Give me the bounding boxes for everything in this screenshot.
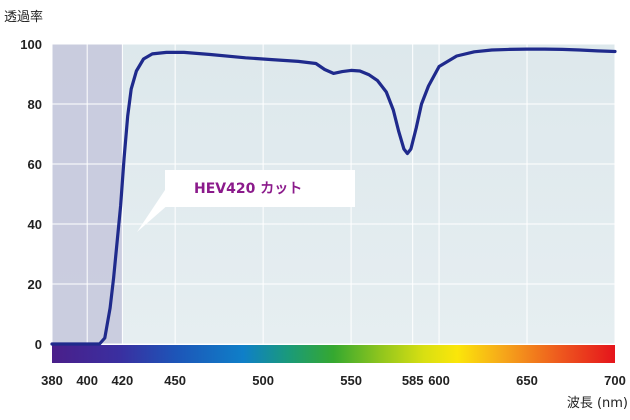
- x-tick-label: 650: [516, 373, 538, 388]
- y-tick-labels: 0 20 40 60 80 100: [20, 37, 42, 352]
- y-tick-label: 20: [28, 277, 42, 292]
- x-axis-label: 波長 (nm): [567, 396, 628, 411]
- x-tick-label: 550: [340, 373, 362, 388]
- x-tick-labels: 380 400 420 450 500 550 585 600 650 700: [41, 373, 626, 388]
- y-tick-label: 60: [28, 157, 42, 172]
- callout: HEV420 カット: [137, 170, 355, 232]
- y-tick-label: 40: [28, 217, 42, 232]
- x-tick-label: 420: [112, 373, 134, 388]
- spectrum-bar: [52, 345, 615, 363]
- y-tick-label: 80: [28, 97, 42, 112]
- callout-box: [165, 170, 355, 207]
- x-tick-label: 700: [604, 373, 626, 388]
- x-tick-label: 450: [164, 373, 186, 388]
- transmittance-line: [50, 47, 617, 346]
- x-tick-label: 380: [41, 373, 63, 388]
- y-tick-label: 100: [20, 37, 42, 52]
- x-tick-label: 585: [402, 373, 424, 388]
- y-axis-label: 透過率: [4, 9, 43, 25]
- x-tick-label: 600: [428, 373, 450, 388]
- callout-text: HEV420 カット: [194, 181, 302, 197]
- y-tick-label: 0: [35, 337, 42, 352]
- x-tick-label: 400: [76, 373, 98, 388]
- x-tick-label: 500: [252, 373, 274, 388]
